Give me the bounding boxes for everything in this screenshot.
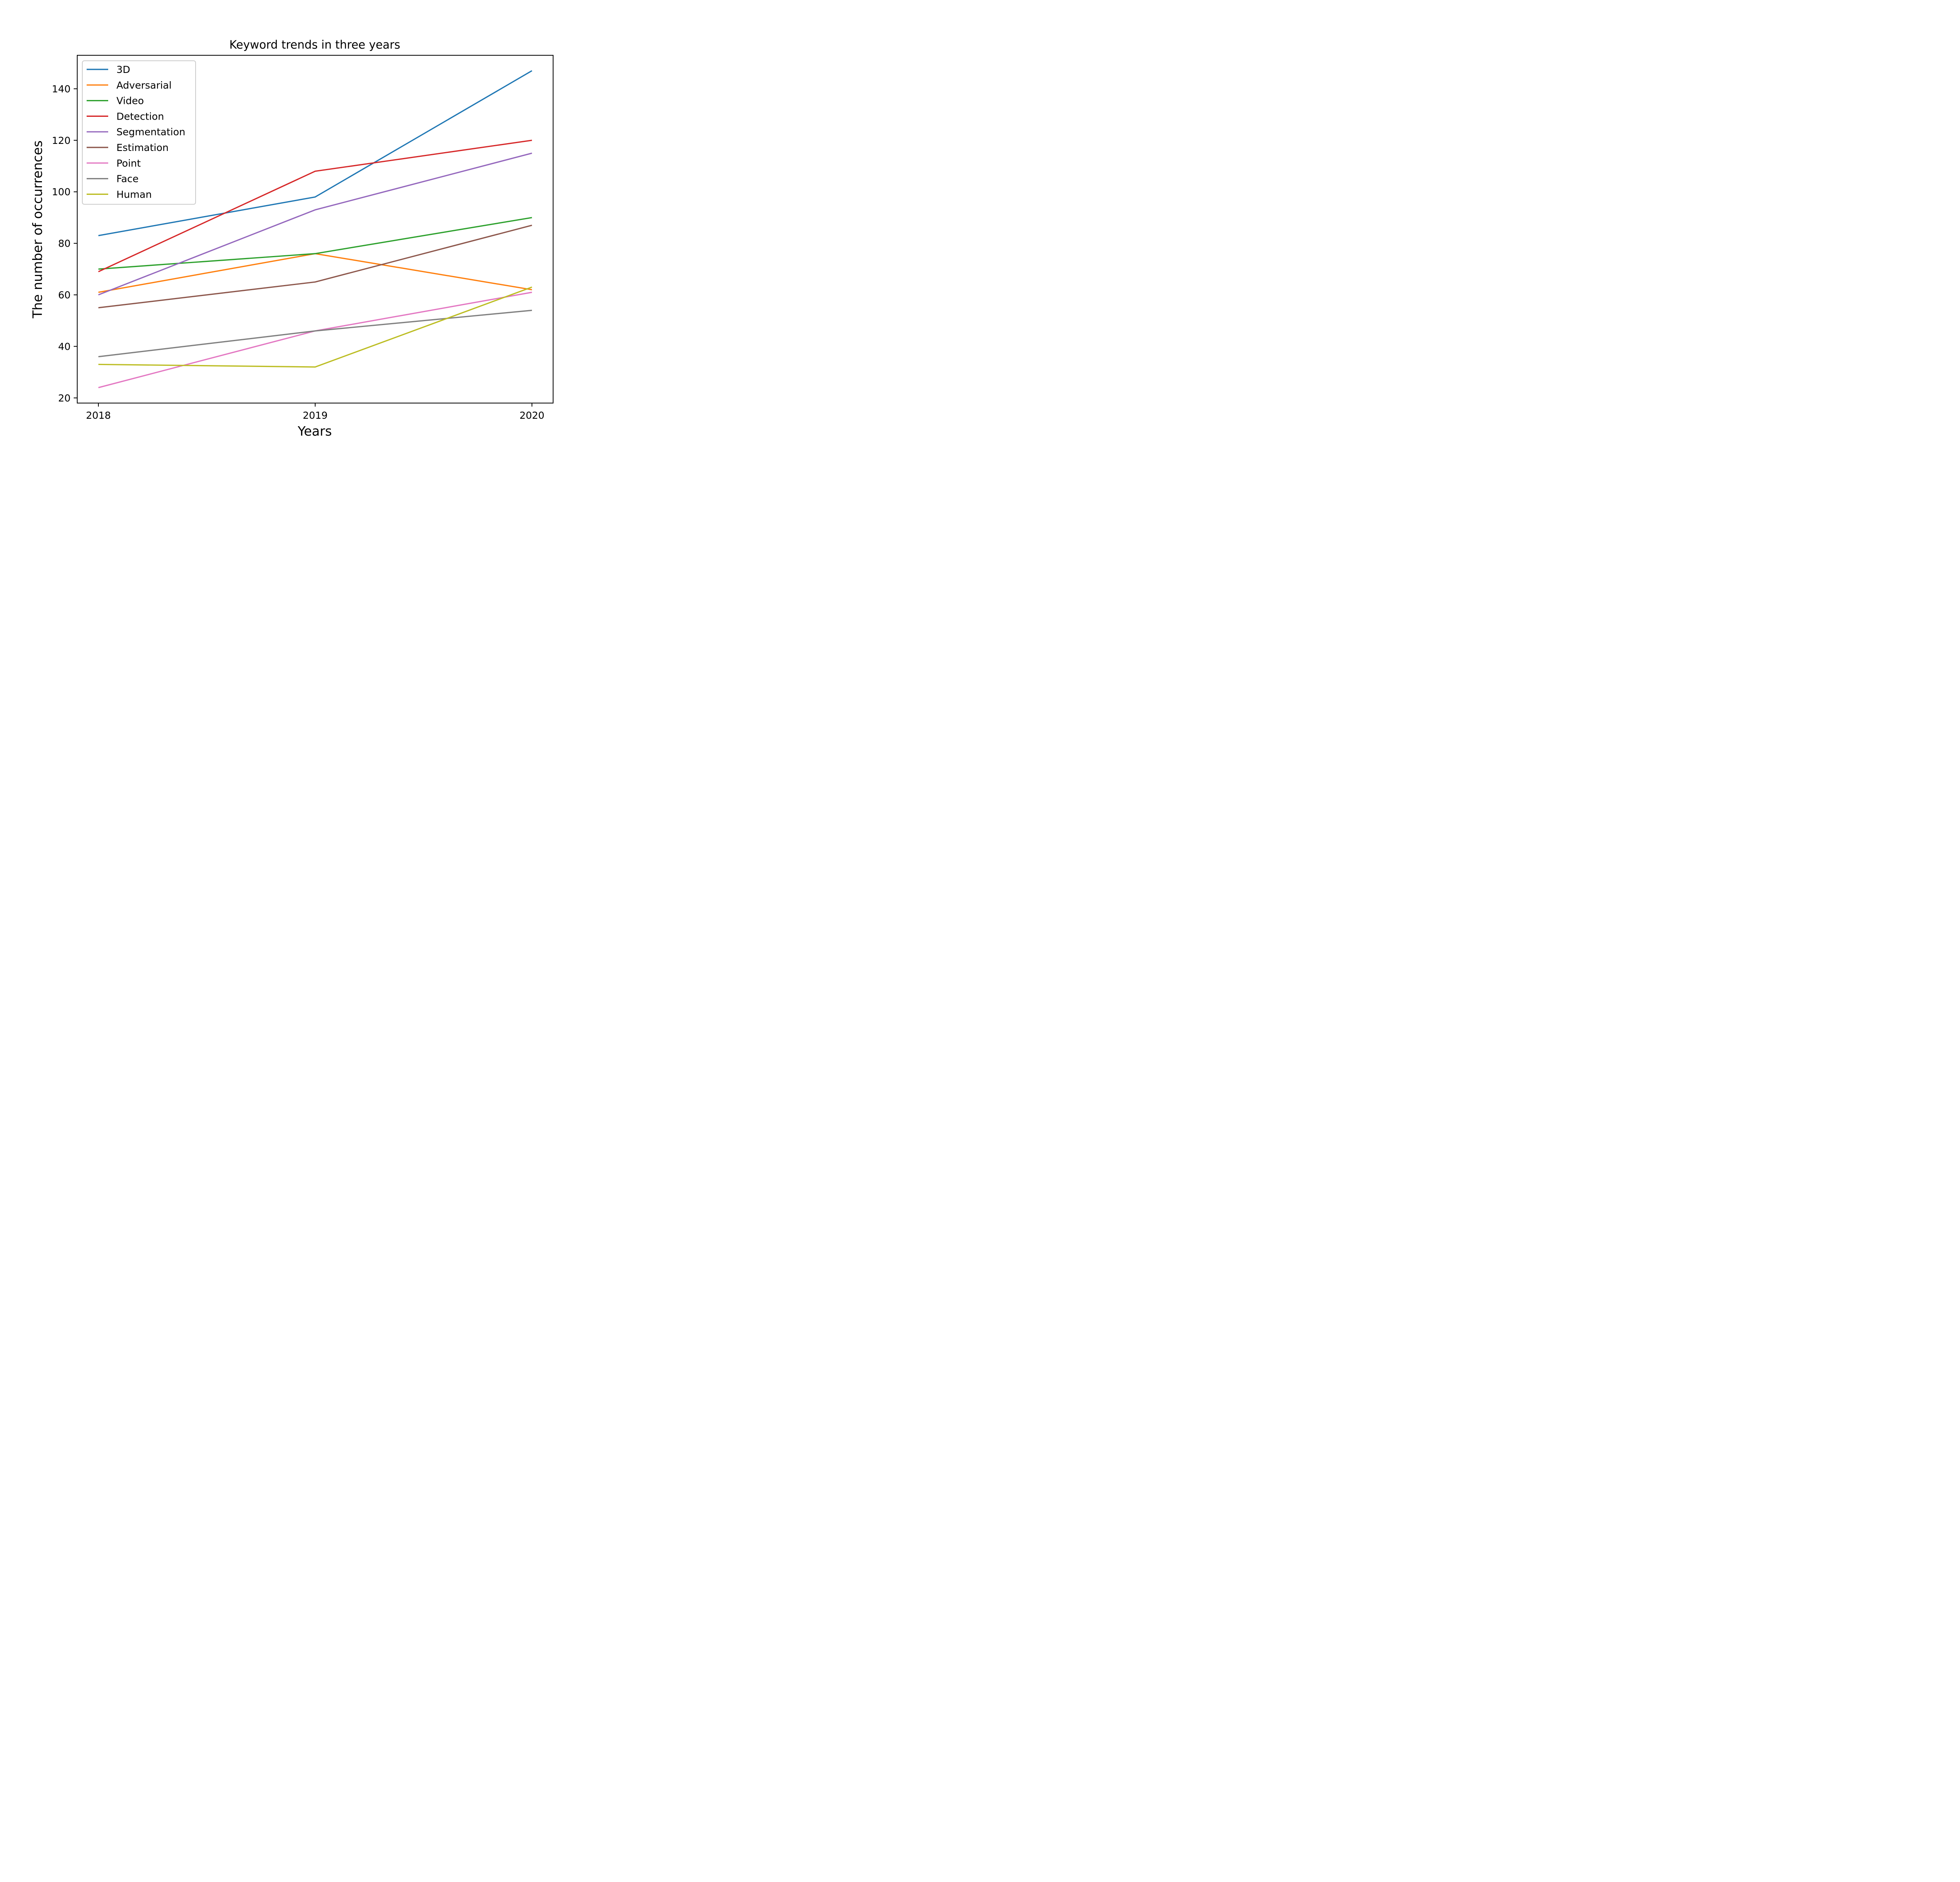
y-tick-label: 140 [52,83,71,94]
x-tick-label: 2018 [86,410,111,421]
series-line-face [98,309,532,358]
series-line-estimation [98,225,532,309]
legend-label: Detection [116,111,164,122]
y-tick-label: 40 [58,341,71,352]
legend-label: Video [116,95,144,107]
legend-box [82,60,196,205]
y-tick-label: 100 [52,186,71,198]
chart-figure: Keyword trends in three years 2018 2019 20… [0,0,607,455]
series-line-3d [98,70,532,236]
plot-area: 2018 2019 2020204060801001201403DAdversari… [52,55,554,421]
legend-label: 3D [116,64,130,75]
legend: 3D Adversarial Video Detection Segmentation E… [82,60,196,205]
series-line-detection [98,140,532,272]
legend-label: Point [116,158,141,169]
line-chart: Keyword trends in three years 2018 2019 20… [0,0,607,455]
x-tick-label: 2019 [303,410,328,421]
x-axis-title: Years [297,423,332,439]
y-tick-label: 80 [58,238,71,249]
series-line-human [98,286,532,368]
series-line-segmentation [98,153,532,296]
legend-label: Human [116,189,152,200]
y-tick-label: 60 [58,289,71,301]
series-line-video [98,217,532,270]
chart-title: Keyword trends in three years [229,38,400,51]
y-axis-title: The number of occurrences [30,140,45,319]
legend-label: Adversarial [116,80,172,91]
legend-label: Segmentation [116,126,185,138]
x-tick-label: 2020 [519,410,544,421]
y-tick-label: 20 [58,392,71,404]
legend-label: Estimation [116,142,169,153]
legend-label: Face [116,173,139,185]
y-tick-label: 120 [52,135,71,146]
